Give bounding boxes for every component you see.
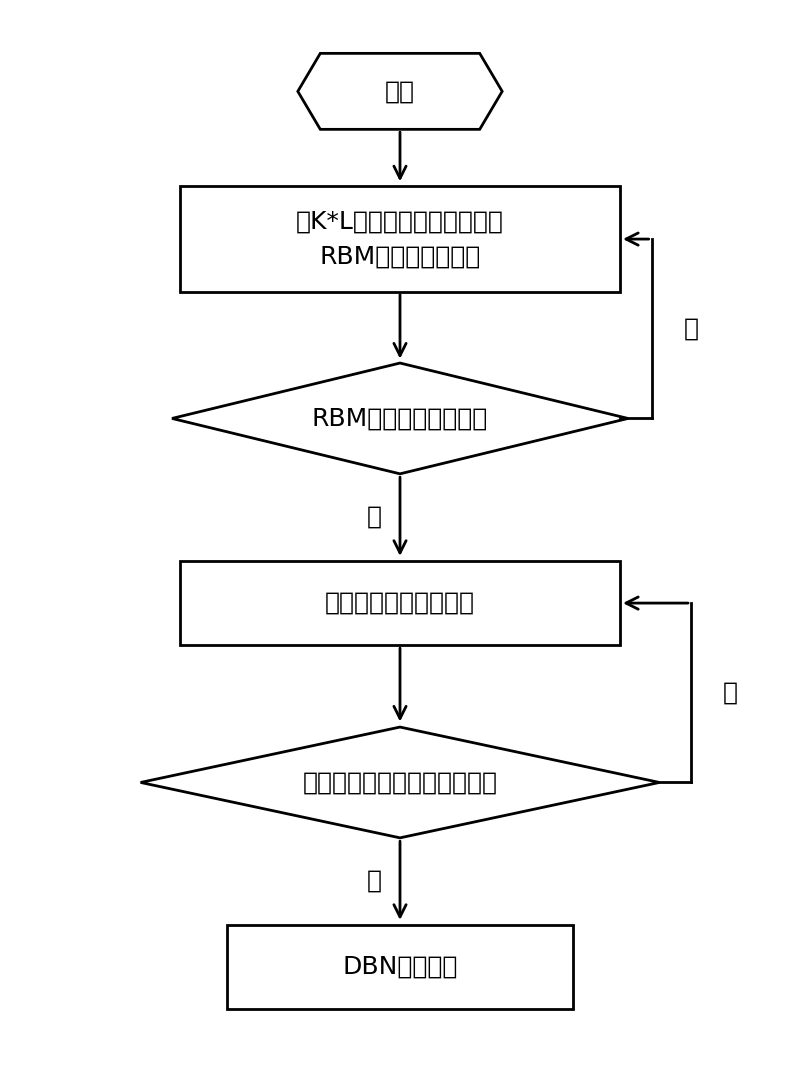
Text: 否: 否 xyxy=(722,681,738,704)
Polygon shape xyxy=(172,363,628,474)
Bar xyxy=(180,186,620,292)
Text: 是: 是 xyxy=(366,505,382,528)
Text: 将数据送入监督学习层: 将数据送入监督学习层 xyxy=(325,591,475,615)
Text: 否: 否 xyxy=(683,316,698,341)
Text: RBM达到最大训练次数: RBM达到最大训练次数 xyxy=(312,406,488,431)
Text: 监督学习层达到最大训练次数: 监督学习层达到最大训练次数 xyxy=(302,771,498,794)
Bar xyxy=(227,925,573,1009)
Bar xyxy=(180,561,620,646)
Polygon shape xyxy=(141,727,659,838)
Text: 将K*L维风向输入序列输入至
RBM进行无监督训练: 将K*L维风向输入序列输入至 RBM进行无监督训练 xyxy=(296,210,504,268)
Polygon shape xyxy=(298,53,502,129)
Text: DBN训练结束: DBN训练结束 xyxy=(342,955,458,979)
Text: 是: 是 xyxy=(366,869,382,893)
Text: 开始: 开始 xyxy=(385,79,415,104)
